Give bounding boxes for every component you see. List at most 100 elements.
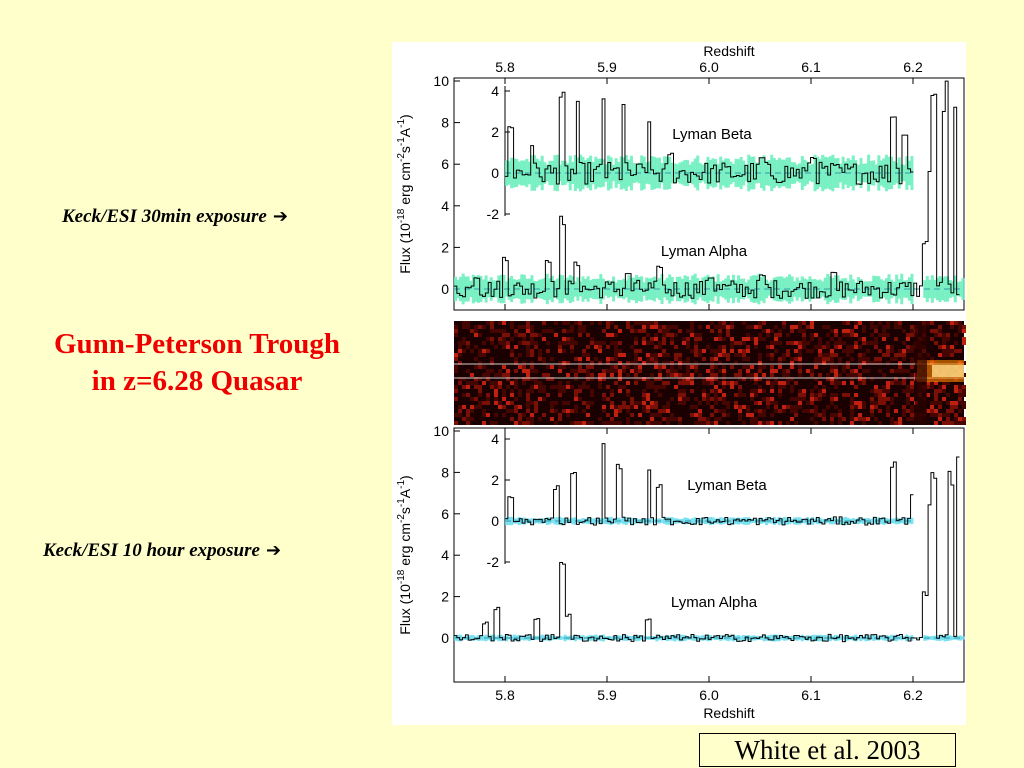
heat-pixel: [910, 389, 914, 393]
heat-pixel: [614, 345, 618, 349]
heat-pixel: [962, 393, 966, 397]
heat-pixel: [898, 369, 902, 373]
heat-pixel: [930, 413, 934, 417]
heat-pixel: [522, 361, 526, 365]
heat-pixel: [774, 409, 778, 413]
heat-pixel: [770, 421, 774, 425]
heat-pixel: [850, 401, 854, 405]
heat-pixel: [686, 373, 690, 377]
noise-bar: [869, 160, 873, 186]
heat-pixel: [710, 397, 714, 401]
heat-pixel: [938, 345, 942, 349]
heat-pixel: [514, 385, 518, 389]
heat-pixel: [490, 325, 494, 329]
heat-pixel: [462, 349, 466, 353]
heat-pixel: [818, 389, 822, 393]
heat-pixel: [782, 409, 786, 413]
noise-bar: [961, 636, 965, 640]
y-label-part: ): [397, 475, 413, 480]
heat-pixel: [770, 365, 774, 369]
heat-pixel: [734, 381, 738, 385]
heat-pixel: [942, 353, 946, 357]
heat-pixel: [814, 421, 818, 425]
heat-pixel: [478, 401, 482, 405]
heat-pixel: [766, 405, 770, 409]
heat-pixel: [854, 417, 858, 421]
heat-pixel: [906, 393, 910, 397]
heat-pixel: [838, 345, 842, 349]
noise-bar: [550, 519, 554, 523]
heat-pixel: [642, 393, 646, 397]
heat-pixel: [862, 329, 866, 333]
heat-pixel: [626, 365, 630, 369]
noise-bar: [571, 161, 575, 185]
heat-pixel: [650, 413, 654, 417]
heat-pixel: [690, 365, 694, 369]
heat-pixel: [530, 353, 534, 357]
heat-pixel: [858, 405, 862, 409]
noise-bar: [841, 517, 845, 525]
noise-bar: [958, 635, 962, 641]
heat-pixel: [930, 381, 934, 385]
x-axis-label: Redshift: [703, 43, 754, 59]
heat-pixel: [818, 393, 822, 397]
noise-bar: [879, 636, 883, 640]
plot-frame: [453, 427, 965, 683]
noise-bar: [752, 519, 756, 523]
noise-bar: [571, 276, 575, 302]
noise-bar: [930, 275, 934, 303]
heat-pixel: [874, 385, 878, 389]
heat-pixel: [870, 341, 874, 345]
heat-pixel: [766, 381, 770, 385]
heat-pixel: [502, 365, 506, 369]
heat-pixel: [506, 409, 510, 413]
noise-bar: [522, 160, 526, 186]
heat-pixel: [958, 401, 962, 405]
heat-pixel: [474, 357, 478, 361]
heat-pixel: [654, 325, 658, 329]
heat-pixel: [542, 321, 546, 325]
heat-pixel: [826, 333, 830, 337]
heat-pixel: [686, 361, 690, 365]
noise-bar: [790, 276, 794, 302]
heat-pixel: [654, 405, 658, 409]
heat-pixel: [910, 357, 914, 361]
heat-pixel: [462, 393, 466, 397]
heat-pixel: [710, 369, 714, 373]
heat-pixel: [518, 413, 522, 417]
noise-bar: [609, 157, 613, 189]
noise-bar: [663, 156, 667, 190]
heat-pixel: [854, 393, 858, 397]
noise-bar: [790, 162, 794, 184]
heat-pixel: [578, 421, 582, 425]
heat-pixel: [666, 409, 670, 413]
heat-pixel: [810, 369, 814, 373]
heat-pixel: [610, 421, 614, 425]
heat-pixel: [662, 385, 666, 389]
heat-pixel: [666, 369, 670, 373]
heat-pixel: [746, 405, 750, 409]
heat-pixel: [570, 349, 574, 353]
heat-pixel: [526, 421, 530, 425]
heat-pixel: [470, 329, 474, 333]
heat-pixel: [634, 357, 638, 361]
heat-pixel: [614, 325, 618, 329]
x-tick-label: 5.8: [495, 59, 515, 75]
heat-pixel: [730, 345, 734, 349]
heat-pixel: [626, 325, 630, 329]
heat-pixel: [594, 341, 598, 345]
heat-pixel: [542, 385, 546, 389]
heat-pixel: [714, 401, 718, 405]
heat-pixel: [890, 397, 894, 401]
heat-pixel: [942, 337, 946, 341]
heat-pixel: [754, 409, 758, 413]
noise-bar: [533, 518, 537, 524]
heat-pixel: [642, 329, 646, 333]
heat-pixel: [890, 369, 894, 373]
heat-pixel: [638, 365, 642, 369]
noise-bar: [660, 274, 664, 304]
heat-pixel: [962, 341, 966, 345]
heat-pixel: [674, 357, 678, 361]
heat-pixel: [754, 373, 758, 377]
